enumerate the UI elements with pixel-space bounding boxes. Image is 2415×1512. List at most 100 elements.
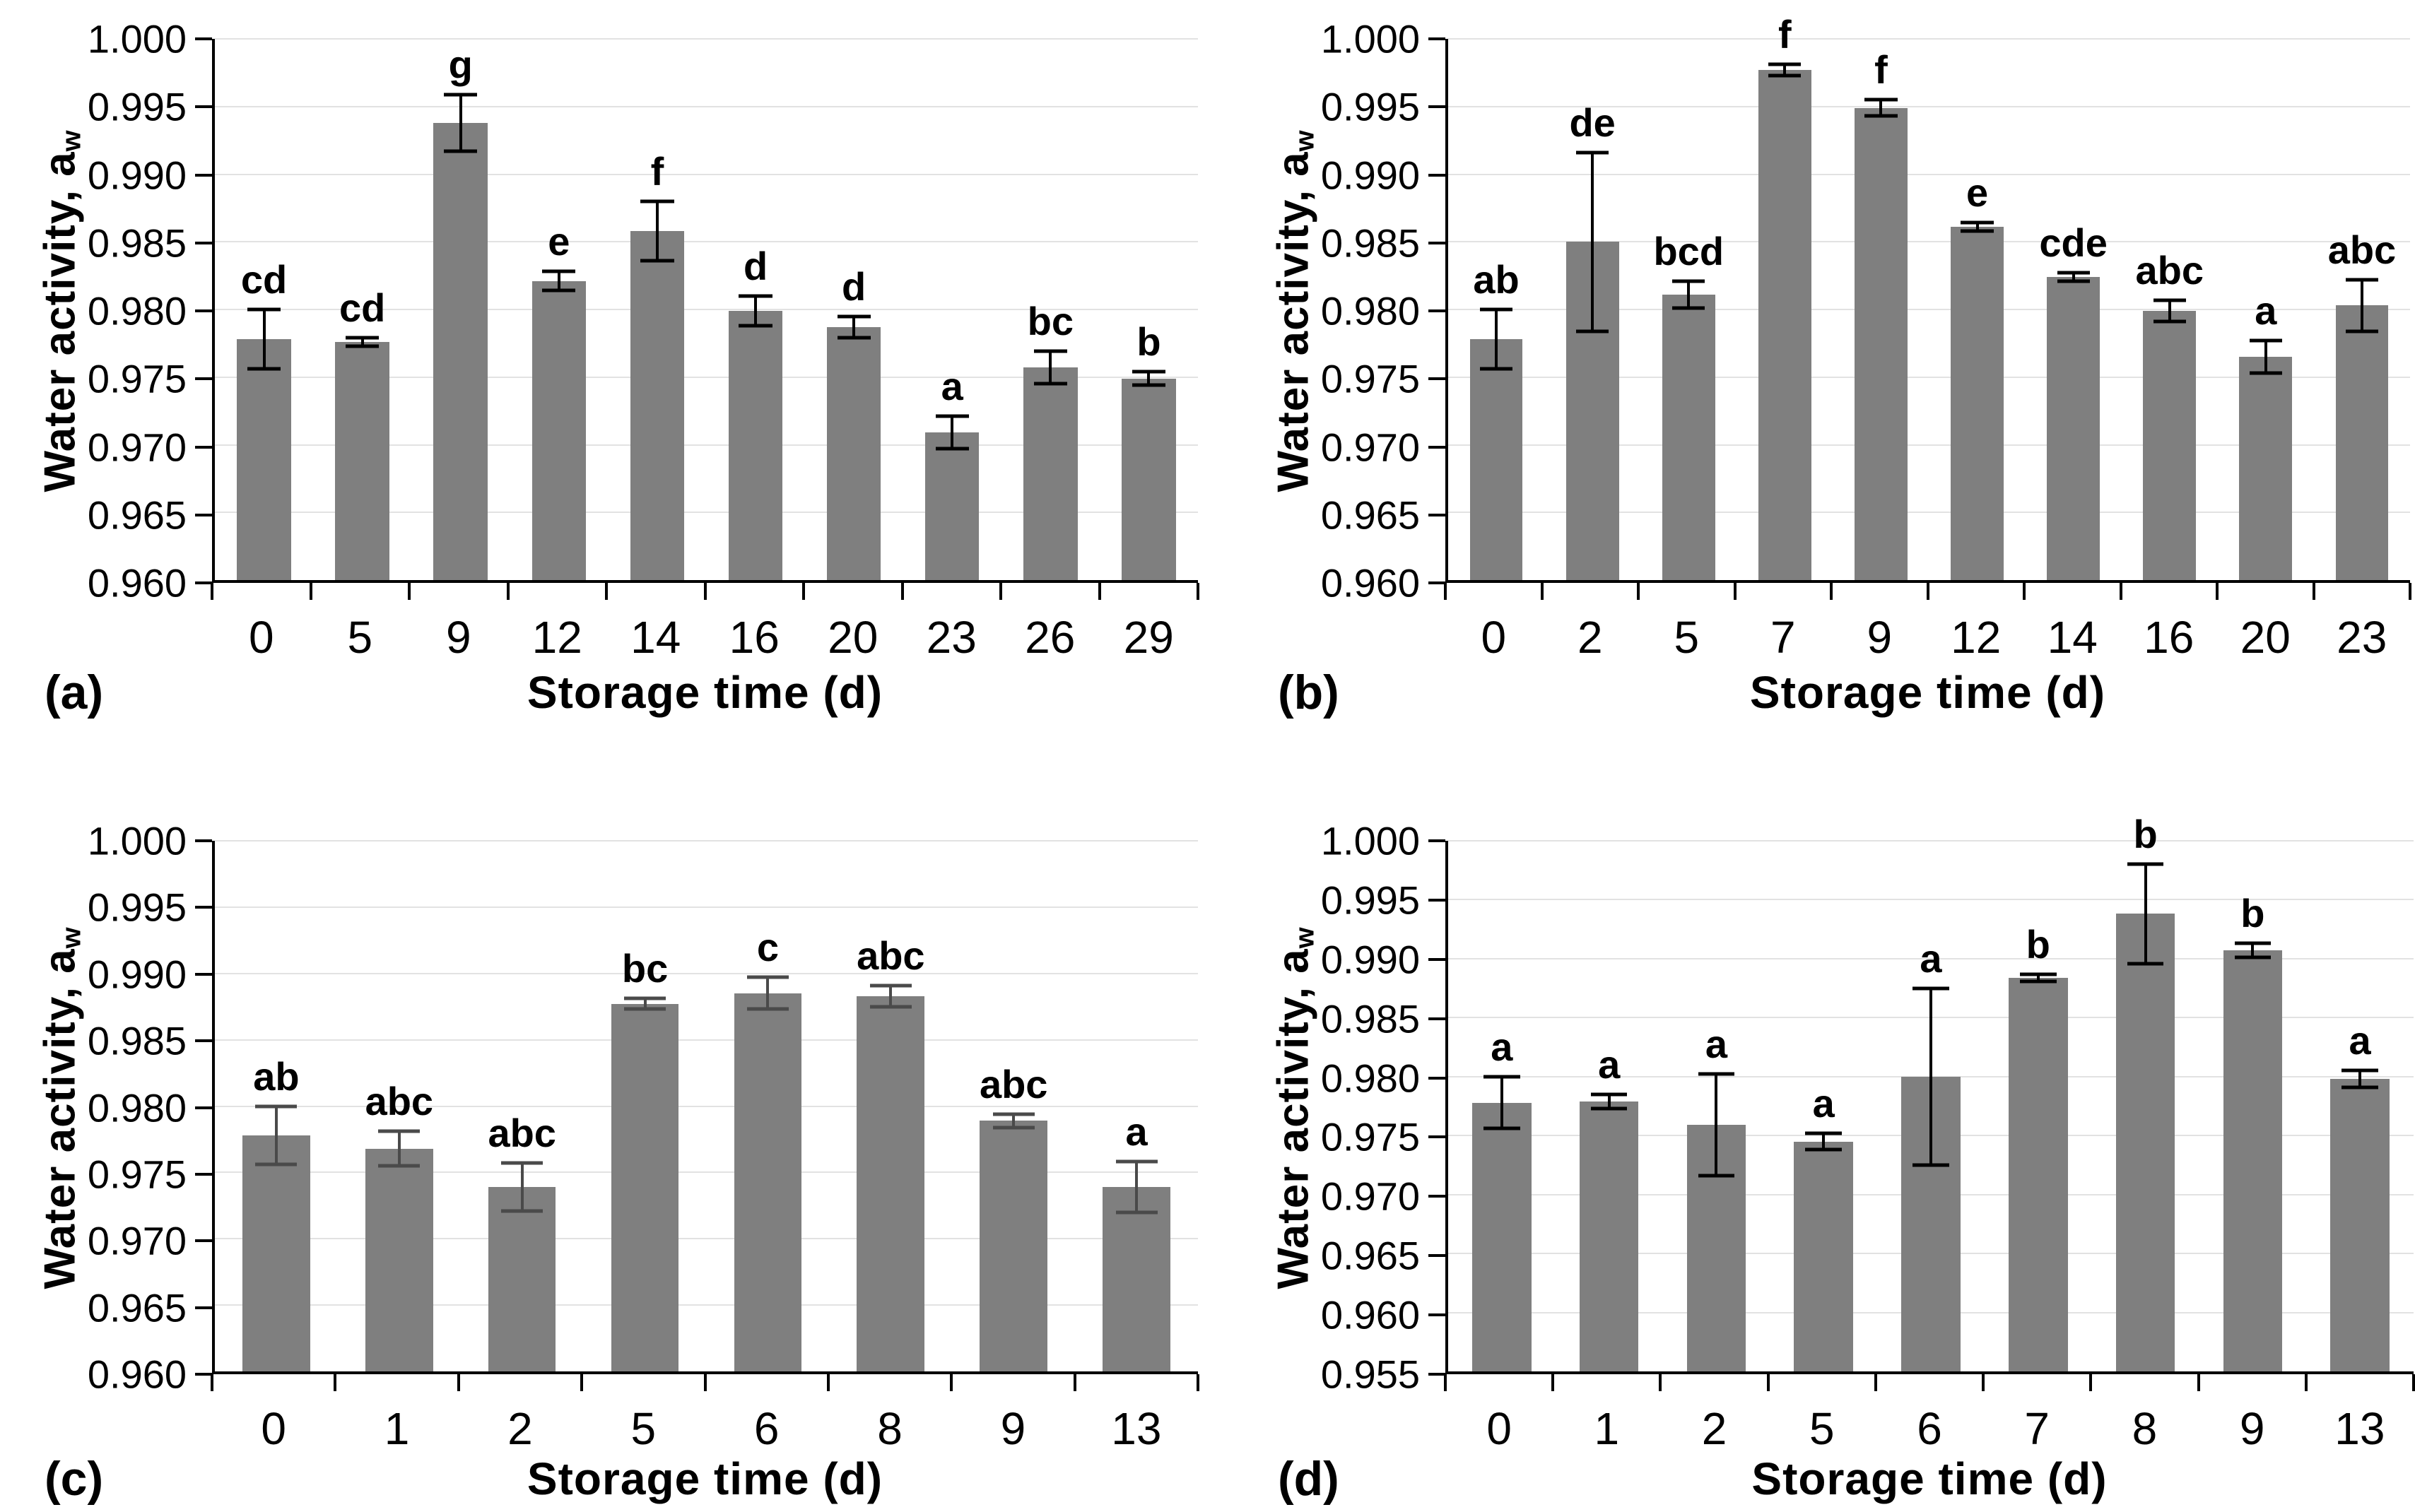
error-bar-cap-top [1961,220,1994,225]
significance-label: d [842,264,866,309]
x-tick-mark [1444,1374,1447,1391]
gridline [215,972,1198,974]
panel-d: Water activity, aw 1.000 0.995 0.990 0.985 0… [1265,815,2415,1512]
y-tick-mark [1428,957,1445,961]
error-bar-line [1879,100,1883,117]
y-tick-label: 0.970 [1320,1174,1420,1219]
x-tick-mark [1098,583,1101,600]
error-bar-line [643,998,647,1010]
x-tick-mark [900,583,904,600]
y-tick-label: 0.980 [87,1085,187,1130]
significance-label: abc [488,1111,556,1156]
error-bar-cap-bottom [2341,1085,2378,1089]
y-axis-title: Water activity, aw [1265,39,1322,583]
y-tick-mark [1428,513,1445,516]
error-bar-cap-top [2341,1068,2378,1073]
error-bar-line [274,1106,278,1165]
gridline [1448,309,2410,310]
y-tick-label: 0.960 [87,1352,187,1397]
y-tick-mark [1428,309,1445,312]
error-bar-line [951,416,954,449]
gridline [215,840,1198,841]
y-axis-title-text: Water activity, aw [35,926,87,1289]
error-bar-cap-top [1483,1075,1520,1079]
x-axis-title: Storage time (d) [1751,1453,2108,1504]
x-tick-mark [1926,583,1929,600]
y-tick-label: 1.000 [1320,16,1420,61]
gridline [1448,241,2410,243]
x-tick-mark [1830,583,1833,600]
significance-label: a [2349,1018,2371,1063]
x-tick-mark [950,1374,953,1391]
error-bar-cap-bottom [255,1162,298,1167]
gridline [215,512,1198,514]
error-bar-line [1500,1076,1503,1129]
y-tick-mark [1428,898,1445,902]
y-tick-label: 0.990 [87,952,187,997]
x-tick-label: 9 [1000,1403,1026,1454]
x-tick-mark [802,583,805,600]
bar-12d [1951,227,2004,580]
error-bar-cap-top [444,93,478,97]
error-bar-line [520,1163,524,1211]
error-bar-cap-bottom [837,336,871,340]
error-bar-line [2072,273,2075,281]
gridline [215,1039,1198,1041]
significance-label: abc [365,1079,434,1124]
bar-7d [1758,70,1811,580]
gridline [1448,840,2414,841]
error-bar-line [1975,223,1979,231]
y-tick-mark [1428,1254,1445,1258]
bar-9d [980,1121,1047,1371]
x-tick-label: 16 [2144,612,2194,663]
bar-23d [924,432,980,580]
x-tick-mark [1073,1374,1076,1391]
bar-6d [734,993,802,1371]
error-bar-cap-bottom [1576,329,1609,333]
gridline [215,241,1198,243]
error-bar-line [1929,988,1932,1165]
error-bar-cap-top [542,269,576,273]
panel-c: Water activity, aw 1.000 0.995 0.990 0.985 0… [32,819,1199,1512]
x-tick-label: 29 [1123,612,1174,663]
error-bar-cap-bottom [346,344,380,348]
error-bar-cap-top [1672,279,1705,283]
x-tick-mark [605,583,608,600]
x-tick-label: 7 [1770,612,1796,663]
x-tick-label: 7 [2024,1403,2050,1454]
error-bar-cap-top [247,307,281,312]
error-bar-cap-bottom [1961,229,1994,233]
x-tick-label: 23 [2337,612,2387,663]
y-tick-label: 1.000 [1320,818,1420,863]
y-tick-mark [195,1172,212,1176]
error-bar-line [262,309,266,370]
y-tick-mark [195,105,212,109]
significance-label: ab [253,1053,300,1099]
error-bar-cap-top [2019,972,2057,976]
gridline [215,1171,1198,1174]
y-axis-title-subscript: w [56,926,87,948]
error-bar-cap-top [1576,150,1609,155]
y-tick-mark [195,309,212,312]
significance-label: bc [621,946,669,991]
significance-label: f [650,148,664,194]
y-tick-label: 0.975 [87,356,187,401]
x-tick-label: 12 [531,612,582,663]
error-bar-cap-bottom [1033,382,1067,386]
y-axis-title-main: Water activity, a [35,151,85,492]
error-bar-line [2358,1070,2362,1087]
error-bar-cap-bottom [992,1126,1035,1130]
panel-letter: (c) [45,1451,104,1506]
significance-label: e [548,219,570,264]
error-bar-line [2264,341,2267,374]
y-tick-mark [1428,1313,1445,1317]
x-tick-label: 16 [729,612,780,663]
y-tick-label: 0.980 [87,288,187,333]
error-bar-cap-top [1864,98,1898,102]
bar-1d [1579,1101,1639,1371]
x-tick-label: 9 [445,612,471,663]
bar-5d [1794,1141,1853,1371]
significance-label: b [2026,921,2050,967]
x-tick-label: 9 [2239,1403,2265,1454]
y-tick-label: 0.995 [87,84,187,129]
